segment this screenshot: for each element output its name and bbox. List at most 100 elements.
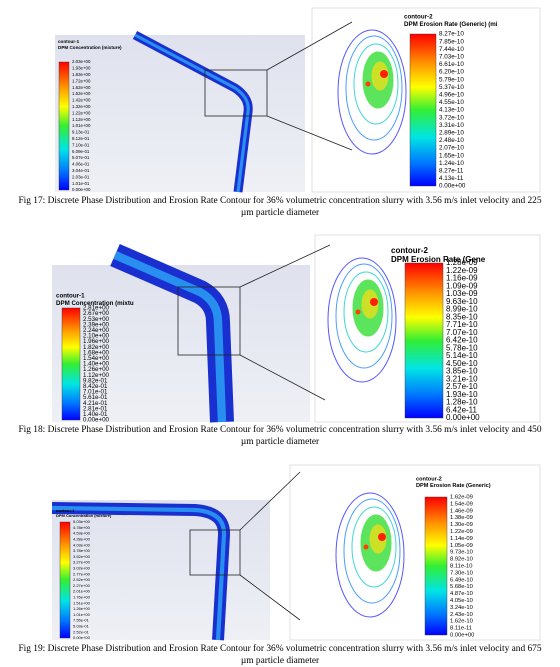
legend-level: 1.76e+00 [73, 594, 91, 599]
legend-level: 1.83e+00 [72, 72, 91, 77]
legend-level: 4.53e+00 [73, 531, 91, 536]
legend-level: 1.01e-01 [72, 181, 90, 186]
legend-level: 1.26e+00 [73, 606, 91, 611]
legend-level: 1.42e+00 [72, 98, 91, 103]
legend-level: 3.52e+00 [73, 554, 91, 559]
legend-title: contour-1 [56, 293, 85, 300]
legend-level: 1.54e+00 [83, 355, 110, 362]
erosion-contour [369, 524, 387, 554]
erosion-hotspot [355, 309, 361, 315]
legend-level: 3.04e-01 [72, 168, 90, 173]
legend-level: 5.61e-01 [83, 394, 108, 401]
erosion-contour [343, 498, 401, 604]
legend-level: 2.52e+00 [73, 577, 91, 582]
legend-level: 1.51e+00 [73, 600, 91, 605]
legend-level: 5.78e-10 [446, 343, 478, 352]
legend-level: 0.00e+00 [446, 413, 480, 422]
connector [239, 244, 331, 288]
legend-level: 1.54e-09 [450, 501, 473, 507]
legend-level: 2.53e+00 [83, 316, 110, 323]
legend-level: 4.03e+00 [73, 542, 91, 547]
colorbar [59, 521, 71, 639]
legend-level: 5.68e-10 [450, 584, 473, 590]
legend-level: 8.27e-10 [439, 31, 464, 38]
legend-level: 2.67e+00 [83, 310, 110, 317]
legend-subtitle: DPM Erosion Rate (Generic) [416, 483, 491, 489]
legend-level: 4.21e-01 [83, 400, 108, 407]
legend-level: 1.01e+00 [73, 612, 91, 617]
legend-level: 2.52e-01 [73, 629, 90, 634]
legend-level: 2.03e-01 [72, 174, 90, 179]
legend-level: 5.07e-01 [72, 155, 90, 160]
legend-level: 1.62e+00 [72, 85, 91, 90]
legend-level: 8.27e-11 [439, 167, 464, 174]
erosion-contour [353, 43, 399, 125]
legend-level: 3.85e-10 [446, 367, 478, 376]
legend-level: 9.13e-01 [72, 130, 90, 135]
legend-level: 3.78e+00 [73, 548, 91, 553]
legend-level: 4.87e-10 [450, 591, 473, 597]
legend-level: 5.37e-10 [439, 84, 464, 91]
legend-level: 6.42e-11 [446, 405, 478, 414]
legend-level: 3.27e+00 [73, 560, 91, 565]
pipe-core [51, 505, 227, 641]
erosion-contour [345, 35, 403, 141]
colorbar [58, 61, 70, 191]
legend-level: 1.26e+00 [83, 366, 110, 373]
legend-level: 1.68e+00 [83, 349, 110, 356]
legend-level: 8.12e-01 [72, 136, 90, 141]
legend-level: 1.09e-09 [446, 281, 478, 290]
legend-level: 2.81e-01 [83, 405, 108, 412]
legend-level: 1.24e-10 [439, 160, 464, 167]
legend-level: 6.42e-10 [446, 336, 478, 345]
legend-level: 0.00e+00 [73, 635, 91, 640]
legend-level: 2.07e-10 [439, 145, 464, 152]
colorbar [424, 496, 448, 636]
legend-level: 1.28e-10 [446, 398, 478, 407]
legend-level: 2.89e-10 [439, 129, 464, 136]
legend-level: 9.63e-10 [446, 297, 478, 306]
legend-level: 5.79e-10 [439, 76, 464, 83]
legend-subtitle: DPM Concentration (mixture) [56, 513, 112, 518]
legend-subtitle: DPM Erosion Rate (Gene [391, 255, 486, 264]
legend-level: 7.01e-01 [83, 389, 108, 396]
erosion-hotspot [380, 70, 388, 78]
erosion-contour [335, 263, 393, 369]
colorbar [404, 262, 444, 419]
legend-level: 7.55e-01 [73, 618, 90, 623]
legend-level: 1.22e-09 [450, 529, 473, 535]
zoom-box [189, 529, 241, 576]
legend-level: 1.03e-09 [446, 289, 478, 298]
legend-level: 1.72e+00 [72, 78, 91, 83]
legend-subtitle: DPM Erosion Rate (Generic) (mi [404, 21, 498, 28]
figure-caption: Fig 17: Discrete Phase Distribution and … [18, 196, 542, 218]
legend-level: 1.16e-09 [446, 274, 478, 283]
connector [239, 354, 326, 401]
legend-level: 8.99e-10 [446, 305, 478, 314]
legend-level: 1.65e-10 [439, 152, 464, 159]
erosion-contour [327, 257, 397, 383]
connector [266, 115, 353, 151]
legend-level: 0.00e+00 [450, 633, 474, 639]
erosion-contour [361, 289, 379, 319]
pipe-core [134, 33, 250, 193]
legend-title: contour-2 [391, 246, 428, 255]
legend-level: 3.72e-10 [439, 114, 464, 121]
figure-caption: Fig 19: Discrete Phase Distribution and … [18, 644, 542, 666]
legend-level: 1.32e+00 [72, 104, 91, 109]
legend-level: 3.31e-10 [439, 122, 464, 129]
legend-level: 2.03e+00 [72, 59, 91, 64]
legend-level: 7.10e-01 [72, 142, 90, 147]
legend-level: 7.07e-10 [446, 328, 478, 337]
legend-title: contour-1 [56, 508, 75, 513]
legend-level: 4.05e-10 [450, 598, 473, 604]
legend-level: 8.42e-01 [83, 383, 108, 390]
legend-level: 9.73e-10 [450, 550, 473, 556]
legend-level: 6.61e-10 [439, 61, 464, 68]
pipe-core [113, 251, 227, 423]
erosion-contour [351, 506, 397, 588]
legend-level: 4.78e+00 [73, 525, 91, 530]
legend-level: 5.14e-10 [446, 351, 478, 360]
